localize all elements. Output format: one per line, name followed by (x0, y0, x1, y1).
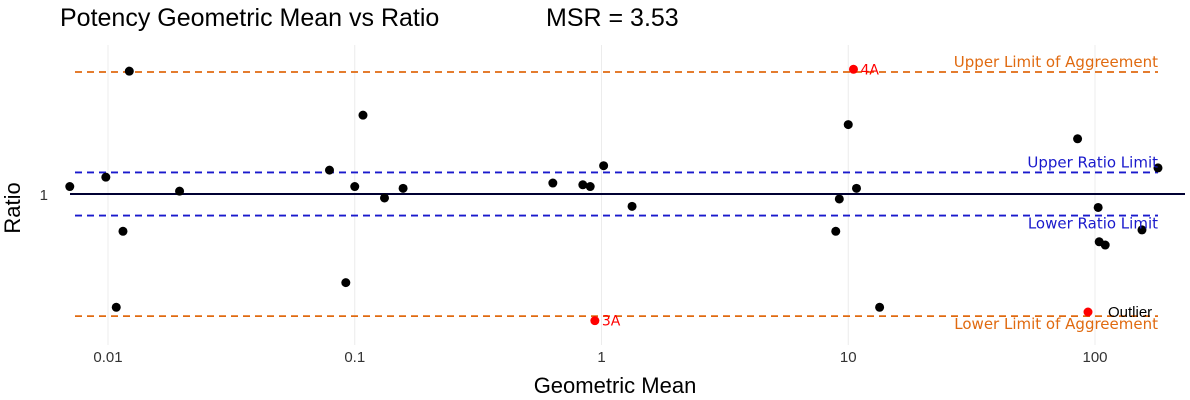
data-point (65, 182, 75, 192)
data-point (834, 194, 844, 204)
x-axis-label: Geometric Mean (534, 373, 697, 398)
data-point (578, 180, 588, 190)
x-tick-label: 0.01 (93, 349, 122, 366)
reference-line-label: Lower Limit of Aggreement (954, 315, 1158, 333)
data-point (875, 302, 885, 312)
chart-title: Potency Geometric Mean vs Ratio (60, 4, 439, 32)
data-point (1100, 240, 1110, 250)
data-point (175, 186, 185, 196)
data-point (627, 201, 637, 211)
outlier-label: 3A (602, 314, 621, 330)
axes: 0.01 0.1 1 10 100 1 (40, 187, 1108, 366)
legend-outlier-marker (1083, 307, 1093, 317)
data-point (1073, 134, 1083, 144)
legend: Outlier (1083, 304, 1152, 321)
data-point (324, 165, 334, 175)
reference-line-label: Upper Ratio Limit (1027, 153, 1158, 171)
reference-lines (70, 71, 1185, 317)
legend-outlier-label: Outlier (1108, 304, 1152, 321)
x-tick-label: 0.1 (344, 349, 365, 366)
y-tick-label: 1 (40, 187, 48, 204)
x-tick-label: 1 (597, 349, 605, 366)
data-point (1153, 163, 1163, 173)
data-point (585, 182, 595, 192)
data-point (398, 183, 408, 193)
data-point (599, 161, 609, 171)
annotations: Upper Limit of Aggreement Upper Ratio Lim… (602, 53, 1158, 333)
data-point (380, 193, 390, 203)
data-point (350, 182, 360, 192)
data-point (843, 120, 853, 130)
data-point (101, 172, 111, 182)
data-point (124, 66, 134, 76)
data-point (1093, 202, 1103, 212)
reference-line-label: Lower Ratio Limit (1028, 215, 1158, 233)
y-axis-label: Ratio (0, 182, 25, 233)
data-point (1137, 225, 1147, 235)
msr-subtitle: MSR = 3.53 (546, 4, 679, 32)
data-point (118, 226, 128, 236)
data-point (111, 302, 121, 312)
data-point (341, 278, 351, 288)
data-point (851, 183, 861, 193)
data-point (831, 226, 841, 236)
data-point (358, 110, 368, 120)
outlier-label: 4A (860, 62, 879, 78)
data-points (65, 64, 1163, 326)
x-tick-label: 100 (1082, 349, 1107, 366)
outlier-point (590, 316, 600, 326)
reference-line-label: Upper Limit of Aggreement (954, 53, 1158, 71)
outlier-point (848, 64, 858, 74)
data-point (548, 178, 558, 188)
x-tick-label: 10 (840, 349, 857, 366)
